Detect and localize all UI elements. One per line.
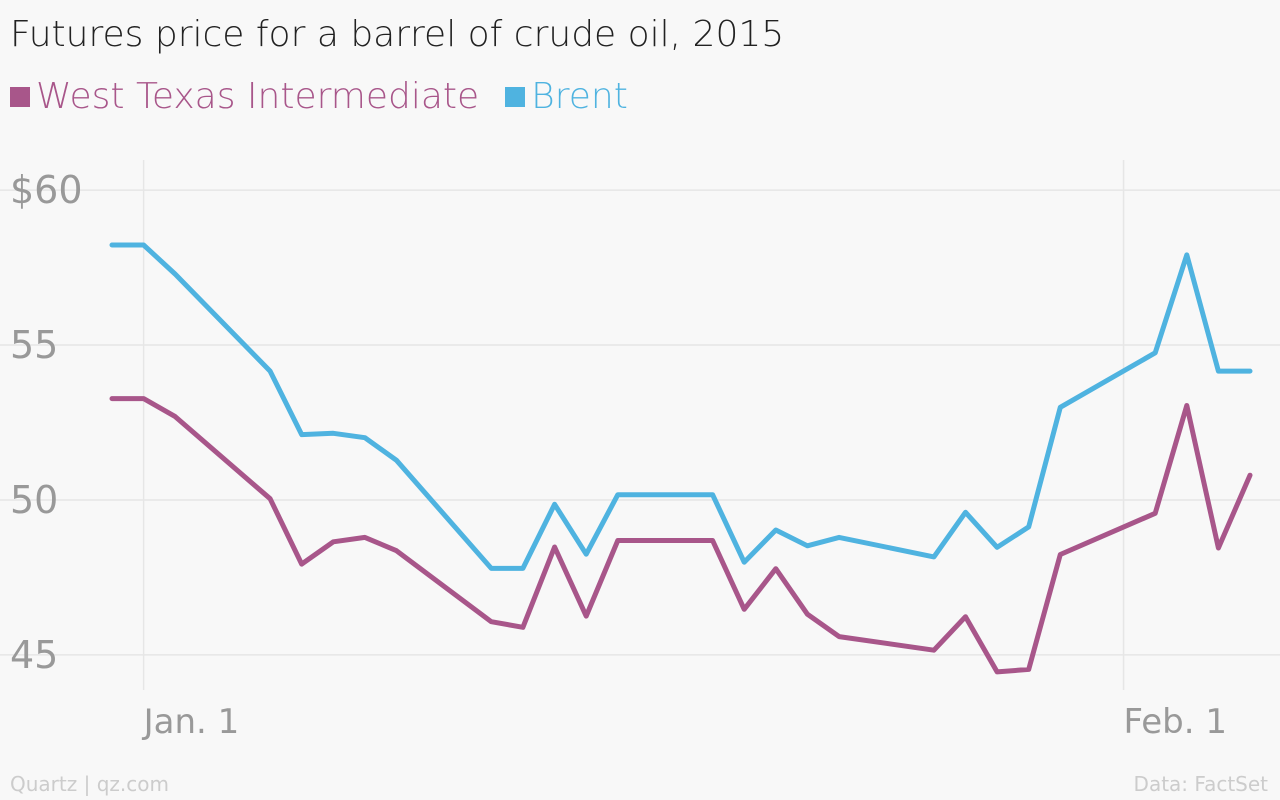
series-line-wti — [109, 396, 1253, 675]
x-tick-label: Jan. 1 — [142, 702, 240, 742]
y-tick-label: 55 — [10, 323, 58, 367]
legend-item-brent: Brent — [505, 76, 628, 117]
legend-item-wti: West Texas Intermediate — [10, 76, 479, 117]
legend-swatch-wti — [10, 86, 30, 107]
chart-title: Futures price for a barrel of crude oil,… — [10, 14, 785, 55]
chart-legend: West Texas Intermediate Brent — [10, 76, 654, 117]
y-tick-label: $60 — [10, 168, 83, 212]
y-tick-label: 50 — [10, 478, 58, 522]
source-credit: Quartz | qz.com — [10, 772, 169, 796]
x-tick-label: Feb. 1 — [1124, 702, 1227, 742]
series-line-brent — [109, 242, 1253, 571]
legend-label-brent: Brent — [531, 76, 628, 117]
y-tick-label: 45 — [10, 633, 58, 677]
legend-label-wti: West Texas Intermediate — [36, 76, 480, 117]
legend-swatch-brent — [505, 86, 526, 107]
data-source: Data: FactSet — [1133, 772, 1268, 796]
